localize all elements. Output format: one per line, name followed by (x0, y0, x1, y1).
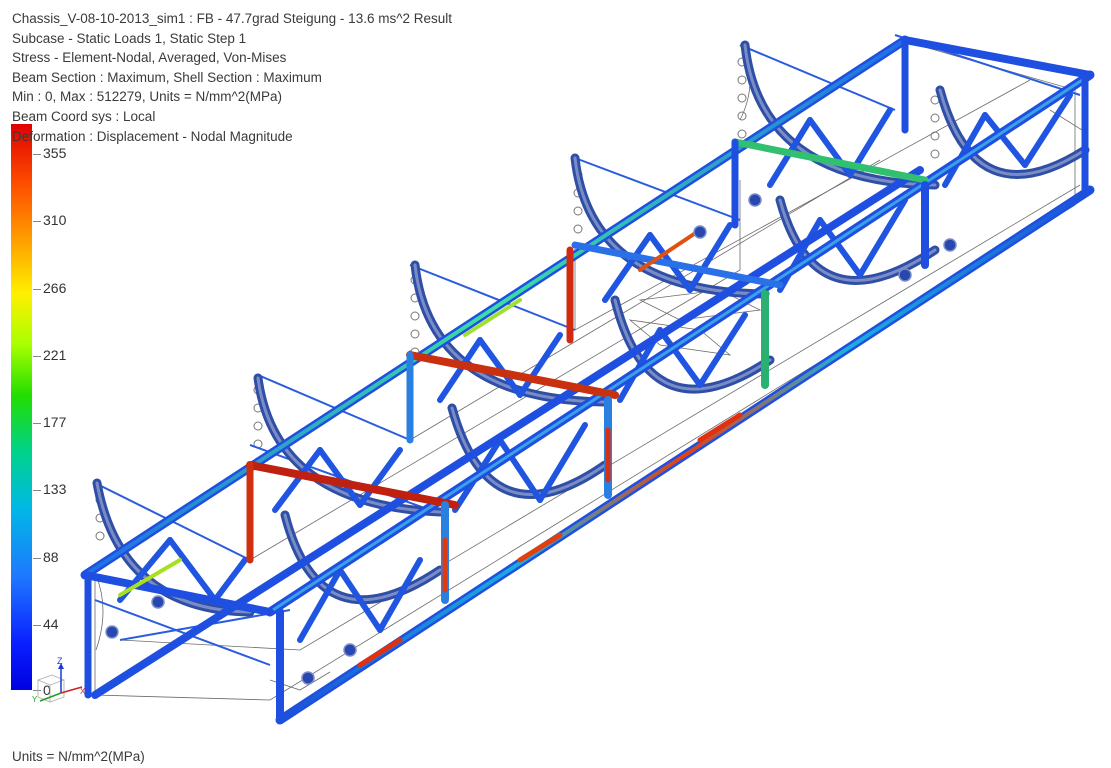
legend-tick (33, 356, 41, 357)
units-footer: Units = N/mm^2(MPa) (12, 749, 145, 764)
legend-tick (33, 490, 41, 491)
legend-tick (33, 289, 41, 290)
legend-label-310: 310 (43, 212, 67, 228)
deformation-line: Deformation : Displacement - Nodal Magni… (12, 128, 293, 144)
mount-bolts (105, 193, 957, 685)
legend-label-177: 177 (43, 414, 67, 430)
legend-tick (33, 690, 41, 691)
legend-label-266: 266 (43, 280, 67, 296)
z-axis-arrowhead (58, 663, 64, 669)
coord-sys-line: Beam Coord sys : Local (12, 108, 156, 124)
y-axis-arrow (39, 692, 62, 702)
legend-label-88: 88 (43, 549, 59, 565)
legend-label-221: 221 (43, 347, 67, 363)
legend-tick (33, 154, 41, 155)
vertical-posts (84, 36, 1089, 724)
x-axis-label: X (80, 687, 86, 696)
result-title: Chassis_V-08-10-2013_sim1 : FB - 47.7gra… (12, 11, 453, 26)
color-legend-bar (11, 124, 32, 690)
z-axis-label: Z (57, 656, 63, 666)
x-axis-arrow (60, 686, 83, 694)
triad-cube-icon (36, 674, 66, 703)
legend-label-0: 0 (43, 682, 51, 698)
coordinate-triad[interactable]: Z X Y (30, 655, 90, 710)
min-max-line: Min : 0, Max : 512279, Units = N/mm^2(MP… (12, 89, 283, 105)
legend-tick (33, 625, 41, 626)
legend-tick (33, 558, 41, 559)
transverse-beams (81, 36, 1094, 616)
subcase-line: Subcase - Static Loads 1, Static Step 1 (12, 30, 247, 46)
legend-tick (33, 221, 41, 222)
section-line: Beam Section : Maximum, Shell Section : … (12, 69, 322, 85)
legend-tick (33, 423, 41, 424)
result-info-header: Chassis_V-08-10-2013_sim1 : FB - 47.7gra… (12, 9, 452, 146)
legend-label-133: 133 (43, 481, 67, 497)
stress-hotspots (118, 228, 743, 668)
y-axis-label: Y (32, 695, 38, 704)
stress-type-line: Stress - Element-Nodal, Averaged, Von-Mi… (12, 50, 287, 66)
legend-label-355: 355 (43, 145, 67, 161)
legend-label-44: 44 (43, 616, 59, 632)
